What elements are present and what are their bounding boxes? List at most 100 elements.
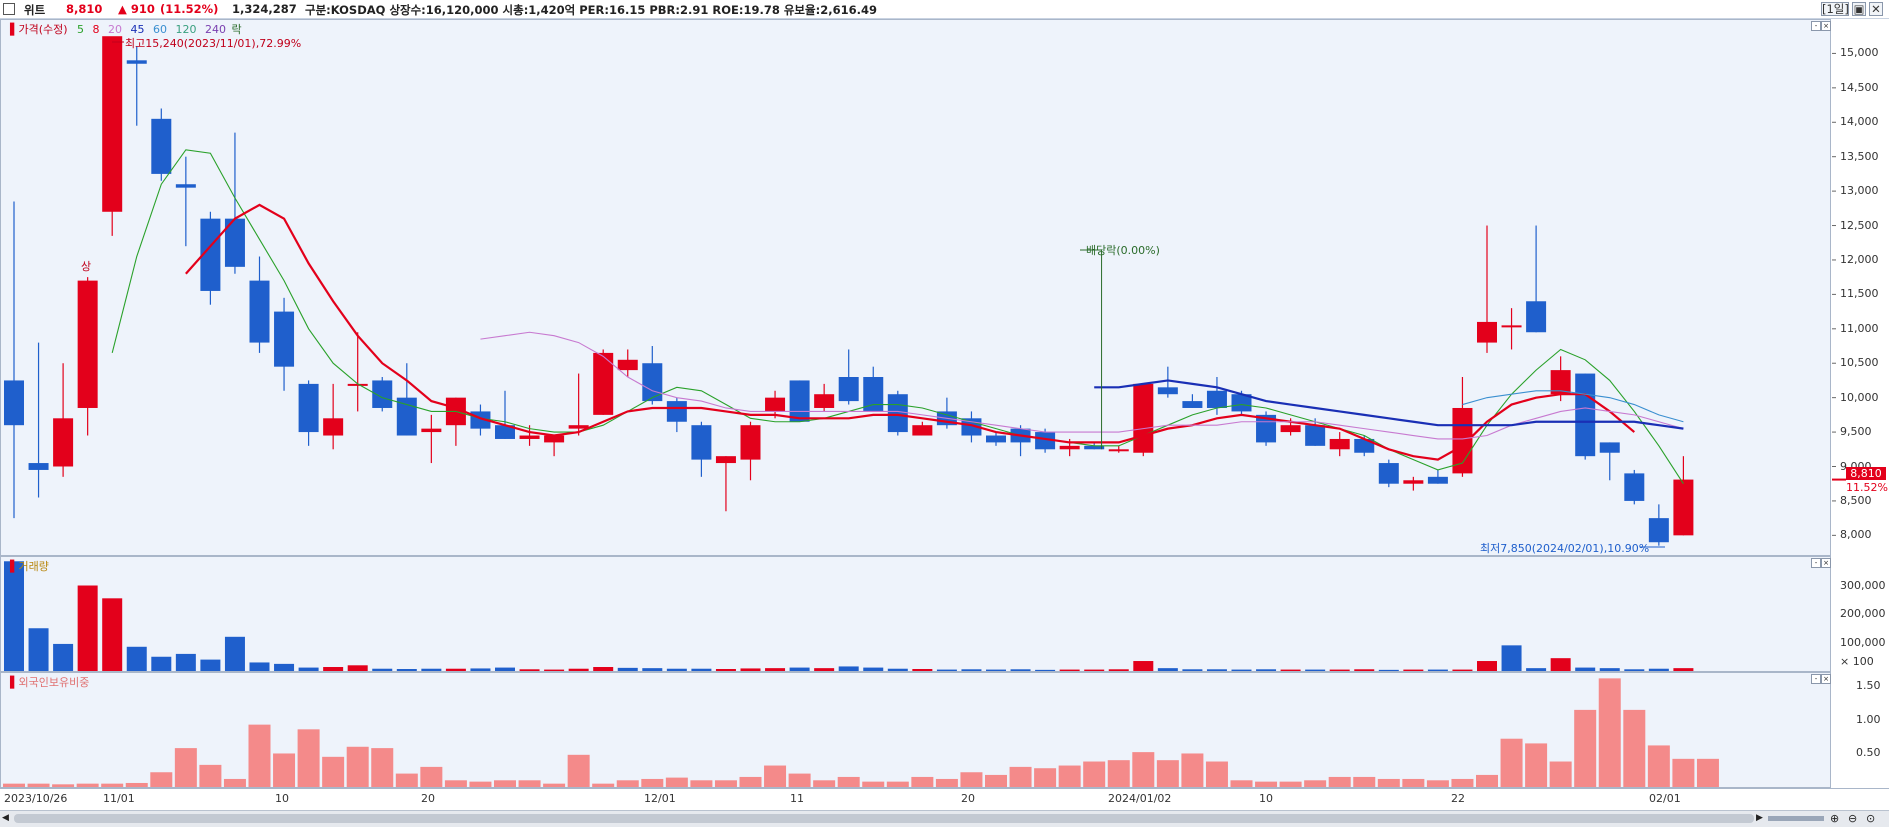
volume-tick-label: × 100 xyxy=(1840,655,1874,669)
volume-bar xyxy=(1305,669,1326,671)
foreign-ratio-bar xyxy=(1304,780,1327,787)
zoom-out-icon[interactable]: ⊖ xyxy=(1848,812,1858,825)
candle-body xyxy=(126,60,147,64)
foreign-ratio-bar xyxy=(1279,781,1302,787)
foreign-ratio-bar xyxy=(1255,781,1278,787)
candle-body xyxy=(298,383,319,433)
pane-minimize-icon[interactable]: - xyxy=(1811,558,1821,568)
volume-bar xyxy=(347,665,368,671)
foreign-ratio-bar xyxy=(1353,776,1376,787)
candle-body xyxy=(666,401,687,422)
foreign-ratio-bar xyxy=(52,784,75,787)
pane-close-icon[interactable]: × xyxy=(1821,674,1831,684)
scroll-right-icon[interactable]: ▶ xyxy=(1756,813,1763,823)
price-tick-label: 14,000 xyxy=(1840,115,1879,129)
ma-label-45: 45 xyxy=(130,23,145,36)
foreign-ratio-bar xyxy=(297,729,320,787)
volume-bar xyxy=(568,668,589,671)
volume-bar xyxy=(1477,661,1497,671)
foreign-ratio-bar xyxy=(543,783,566,787)
scroll-thumb[interactable] xyxy=(14,814,1754,823)
volume-bar xyxy=(274,663,295,671)
volume-pane[interactable] xyxy=(0,556,1831,672)
volume-bar xyxy=(1673,668,1694,671)
volume-bar xyxy=(765,668,786,671)
foreign-ratio-bar xyxy=(1451,778,1474,787)
foreign-ratio-bar xyxy=(1009,766,1032,787)
candle-body xyxy=(1157,387,1178,395)
date-label: 02/01 xyxy=(1649,792,1681,805)
candle-body xyxy=(1084,445,1105,450)
candle-body xyxy=(1501,325,1522,328)
volume-bar xyxy=(666,668,687,671)
candle-body xyxy=(1526,301,1547,333)
volume-bar xyxy=(323,667,344,671)
price-tick-label: 8,000 xyxy=(1840,528,1872,542)
price-tick-label: 12,500 xyxy=(1840,218,1879,232)
foreign-ratio-bar xyxy=(714,780,737,787)
foreign-ratio-bar xyxy=(395,773,418,787)
foreign-ratio-bar xyxy=(322,756,345,787)
period-button[interactable]: [1일] xyxy=(1821,2,1849,16)
ma-label-120: 120 xyxy=(175,23,197,36)
ma-label-8: 8 xyxy=(92,23,100,36)
volume-bar xyxy=(372,668,393,671)
restore-icon[interactable]: ▣ xyxy=(1852,2,1866,16)
volume-bar xyxy=(1206,669,1227,671)
close-icon[interactable]: ✕ xyxy=(1869,2,1883,16)
pane-close-icon[interactable]: × xyxy=(1821,21,1831,31)
volume-bar xyxy=(102,598,123,671)
volume-bar xyxy=(1427,669,1448,671)
volume-bar xyxy=(691,668,712,671)
foreign-ratio-bar xyxy=(960,772,983,787)
foreign-ratio-bar xyxy=(837,776,860,787)
foreign-ratio-bar xyxy=(1525,743,1548,787)
foreign-ratio-bar xyxy=(690,780,713,787)
candle-body xyxy=(28,463,49,470)
foreign-ratio-axis xyxy=(1832,672,1889,788)
ma-label-60: 60 xyxy=(153,23,168,36)
volume-legend-label: 거래량 xyxy=(18,560,49,573)
candle-body xyxy=(224,218,245,267)
foreign-tick-label: 1.00 xyxy=(1856,712,1881,726)
foreign-ratio-bar xyxy=(248,724,271,787)
ma-line-5 xyxy=(111,149,1684,485)
foreign-ratio-bar xyxy=(1205,761,1228,787)
foreign-ratio-bar xyxy=(935,778,958,787)
foreign-ratio-bar xyxy=(1402,778,1425,787)
volume-bar xyxy=(396,669,417,671)
volume-bar xyxy=(298,667,319,671)
candle-body xyxy=(691,425,712,460)
pane-minimize-icon[interactable]: - xyxy=(1811,674,1821,684)
price-tick-label: 8,500 xyxy=(1840,493,1872,507)
foreign-ratio-bar xyxy=(1230,780,1253,787)
candle-body xyxy=(1403,480,1424,484)
foreign-ratio-bar xyxy=(813,780,836,787)
candle-body xyxy=(1182,401,1203,408)
pane-minimize-icon[interactable]: - xyxy=(1811,21,1821,31)
price-pane[interactable] xyxy=(0,19,1831,556)
zoom-in-icon[interactable]: ⊕ xyxy=(1830,812,1840,825)
volume-axis xyxy=(1832,556,1889,672)
candle-body xyxy=(249,280,270,343)
candle-body xyxy=(568,425,589,429)
pane-close-icon[interactable]: × xyxy=(1821,558,1831,568)
horizontal-scrollbar[interactable]: ◀ ▶ ⊕ ⊖ ⊙ xyxy=(0,810,1889,827)
volume-bar xyxy=(28,628,49,671)
volume-bar xyxy=(814,668,835,671)
zoom-slider[interactable] xyxy=(1768,816,1824,821)
foreign-ratio-bar xyxy=(174,748,197,787)
scroll-left-icon[interactable]: ◀ xyxy=(2,813,9,823)
volume-bar xyxy=(126,646,147,671)
date-label: 12/01 xyxy=(644,792,676,805)
candle-body xyxy=(765,397,786,412)
candle-body xyxy=(1673,479,1694,536)
window-checkbox-icon[interactable] xyxy=(3,3,15,15)
foreign-ratio-bar xyxy=(567,754,590,787)
zoom-reset-icon[interactable]: ⊙ xyxy=(1866,812,1876,825)
candle-body xyxy=(593,352,614,415)
foreign-ratio-bar xyxy=(371,748,394,787)
foreign-ratio-bar xyxy=(101,783,124,787)
foreign-ratio-bar xyxy=(494,780,516,787)
candle-body xyxy=(617,359,638,371)
